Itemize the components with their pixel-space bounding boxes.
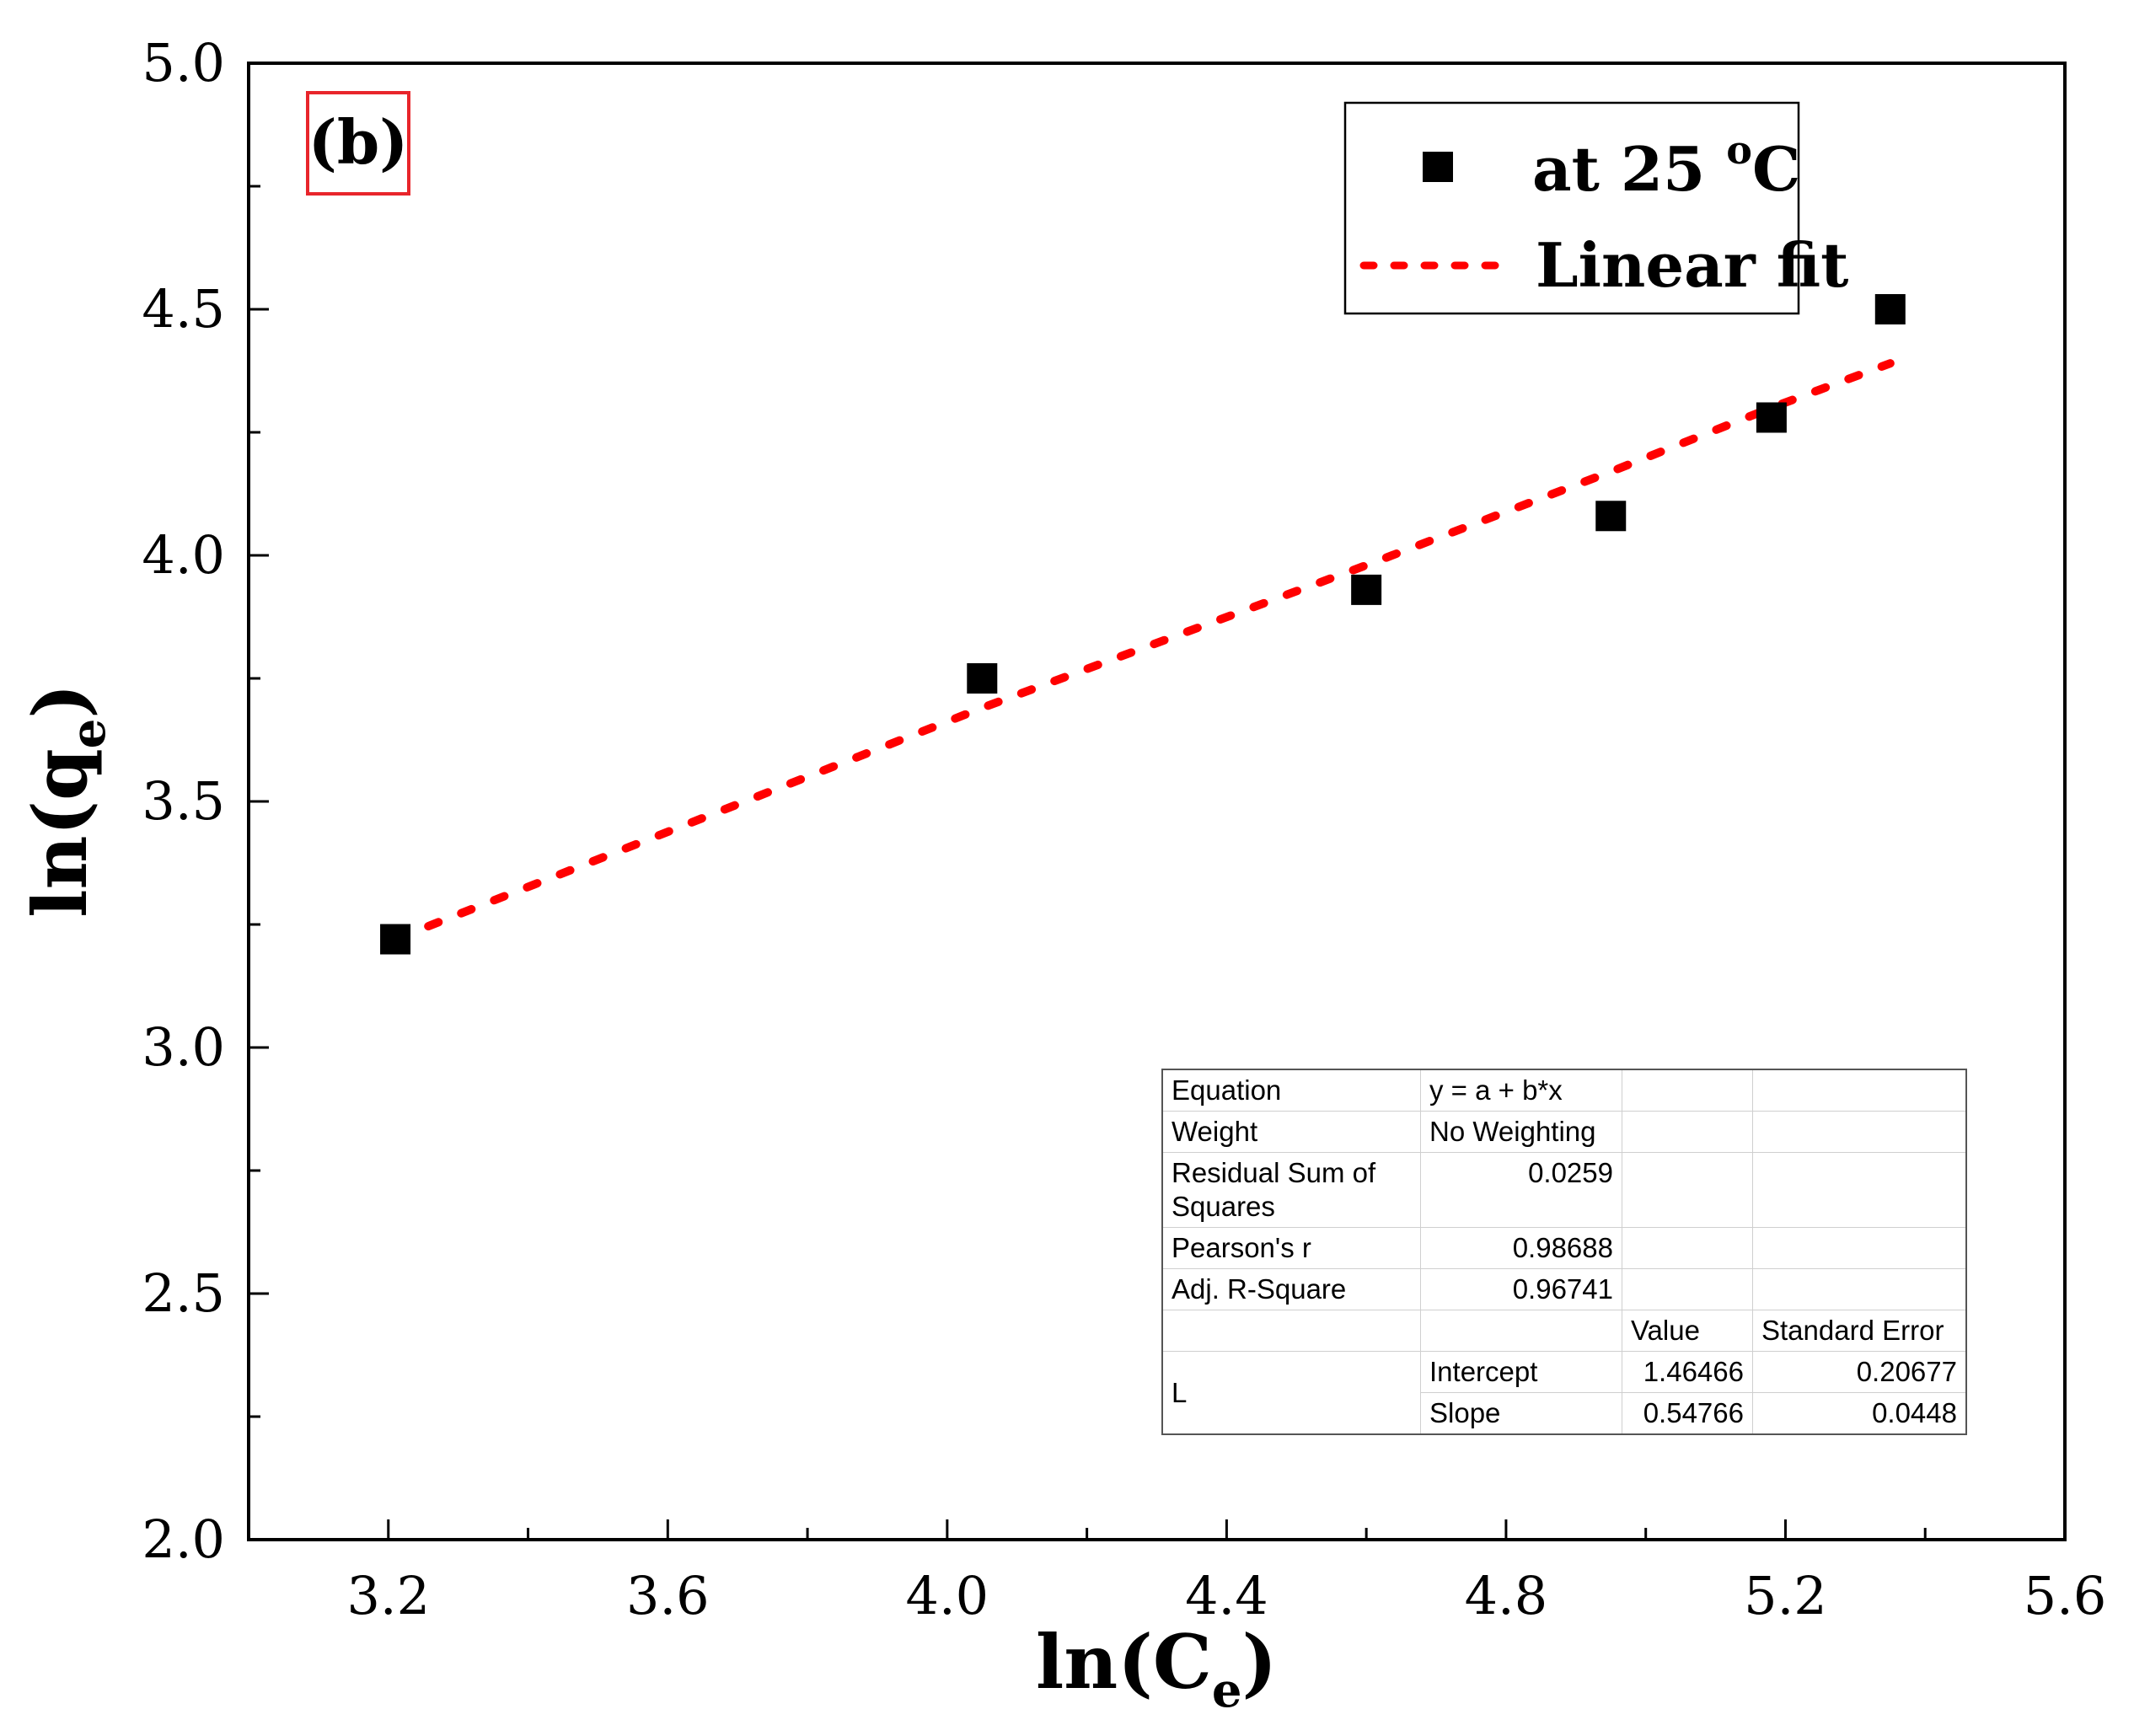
fit-line [391, 359, 1895, 944]
legend-marker-square [1423, 152, 1453, 182]
y-tick-label: 2.5 [142, 1262, 225, 1324]
fit-statistics-table: Equation y = a + b*x Weight No Weighting… [1161, 1069, 1967, 1435]
table-row: Value Standard Error [1161, 1310, 1967, 1352]
panel-label-box [306, 91, 410, 196]
data-point [1351, 574, 1382, 605]
fit-line-path [391, 359, 1895, 944]
rss-label-line1: Residual Sum of [1172, 1157, 1376, 1188]
x-tick-label: 3.2 [346, 1565, 430, 1626]
y-tick-label: 4.0 [142, 524, 225, 586]
standard-error-column-header: Standard Error [1752, 1310, 1967, 1352]
table-row: L Intercept 1.46466 0.20677 [1161, 1351, 1967, 1435]
y-tick-label: 3.0 [142, 1016, 225, 1078]
x-tick-label: 5.2 [1744, 1565, 1827, 1626]
data-points [380, 294, 1906, 955]
value-column-header: Value [1622, 1310, 1753, 1352]
y-tick-label: 2.0 [142, 1508, 225, 1570]
x-axis-title-main: ln(C [1036, 1618, 1212, 1706]
equation-label: Equation [1161, 1069, 1421, 1112]
table-row: Slope 0.54766 0.0448 [1162, 1392, 1967, 1435]
rss-label: Residual Sum of Squares [1161, 1152, 1421, 1228]
table-row: Residual Sum of Squares 0.0259 [1161, 1152, 1967, 1228]
legend-entry-data-main: at 25 [1532, 133, 1726, 205]
y-tick-label: 5.0 [142, 32, 225, 94]
x-axis-title: ln(Ce) [1036, 1618, 1277, 1718]
panel-label: (b) [308, 106, 408, 178]
y-axis-title-main: ln(q [16, 748, 104, 918]
legend-entry-data-unit: C [1752, 133, 1800, 205]
slope-standard-error: 0.0448 [1752, 1392, 1967, 1435]
x-tick-label: 3.6 [626, 1565, 710, 1626]
legend: at 25 oC Linear fit [1343, 101, 1848, 315]
data-point [967, 663, 998, 694]
adj-r-square-value: 0.96741 [1420, 1268, 1622, 1310]
data-point [1756, 402, 1787, 433]
intercept-label: Intercept [1420, 1351, 1622, 1393]
x-tick-label: 4.0 [906, 1565, 989, 1626]
weight-value: No Weighting [1420, 1111, 1622, 1153]
y-axis-title: ln(qe) [16, 683, 116, 918]
x-tick-label: 5.6 [2024, 1565, 2107, 1626]
x-axis-title-close: ) [1242, 1618, 1278, 1706]
data-point [380, 924, 411, 955]
intercept-value: 1.46466 [1622, 1351, 1753, 1393]
group-label: L [1161, 1351, 1421, 1435]
rss-label-line2: Squares [1172, 1191, 1275, 1222]
y-tick-label: 4.5 [142, 278, 225, 340]
equation-value: y = a + b*x [1420, 1069, 1622, 1112]
rss-value: 0.0259 [1420, 1152, 1622, 1228]
table-row: Pearson's r 0.98688 [1161, 1227, 1967, 1269]
pearson-value: 0.98688 [1420, 1227, 1622, 1269]
table-row: Equation y = a + b*x [1161, 1069, 1967, 1112]
data-point [1595, 501, 1627, 532]
intercept-standard-error: 0.20677 [1752, 1351, 1967, 1393]
y-axis: 2.0 2.5 3.0 3.5 4.0 4.5 5.0 [142, 32, 269, 1570]
legend-entry-data: at 25 oC [1532, 127, 1800, 205]
x-tick-label: 4.4 [1185, 1565, 1268, 1626]
table-row: Weight No Weighting [1161, 1111, 1967, 1153]
x-tick-label: 4.8 [1465, 1565, 1548, 1626]
legend-box [1343, 101, 1800, 315]
weight-label: Weight [1161, 1111, 1421, 1153]
y-tick-label: 3.5 [142, 770, 225, 832]
data-point [1874, 294, 1906, 324]
x-axis-title-sub: e [1212, 1663, 1242, 1718]
adj-r-square-label: Adj. R-Square [1161, 1268, 1421, 1310]
y-axis-title-close: ) [16, 683, 104, 719]
legend-entry-fit: Linear fit [1536, 229, 1848, 301]
slope-label: Slope [1420, 1392, 1622, 1435]
y-axis-title-sub: e [61, 719, 116, 749]
pearson-label: Pearson's r [1161, 1227, 1421, 1269]
slope-value: 0.54766 [1622, 1392, 1753, 1435]
x-axis: 3.2 3.6 4.0 4.4 4.8 5.2 5.6 [346, 1519, 2106, 1626]
legend-entry-data-sup: o [1726, 127, 1752, 173]
table-row: Adj. R-Square 0.96741 [1161, 1268, 1967, 1310]
